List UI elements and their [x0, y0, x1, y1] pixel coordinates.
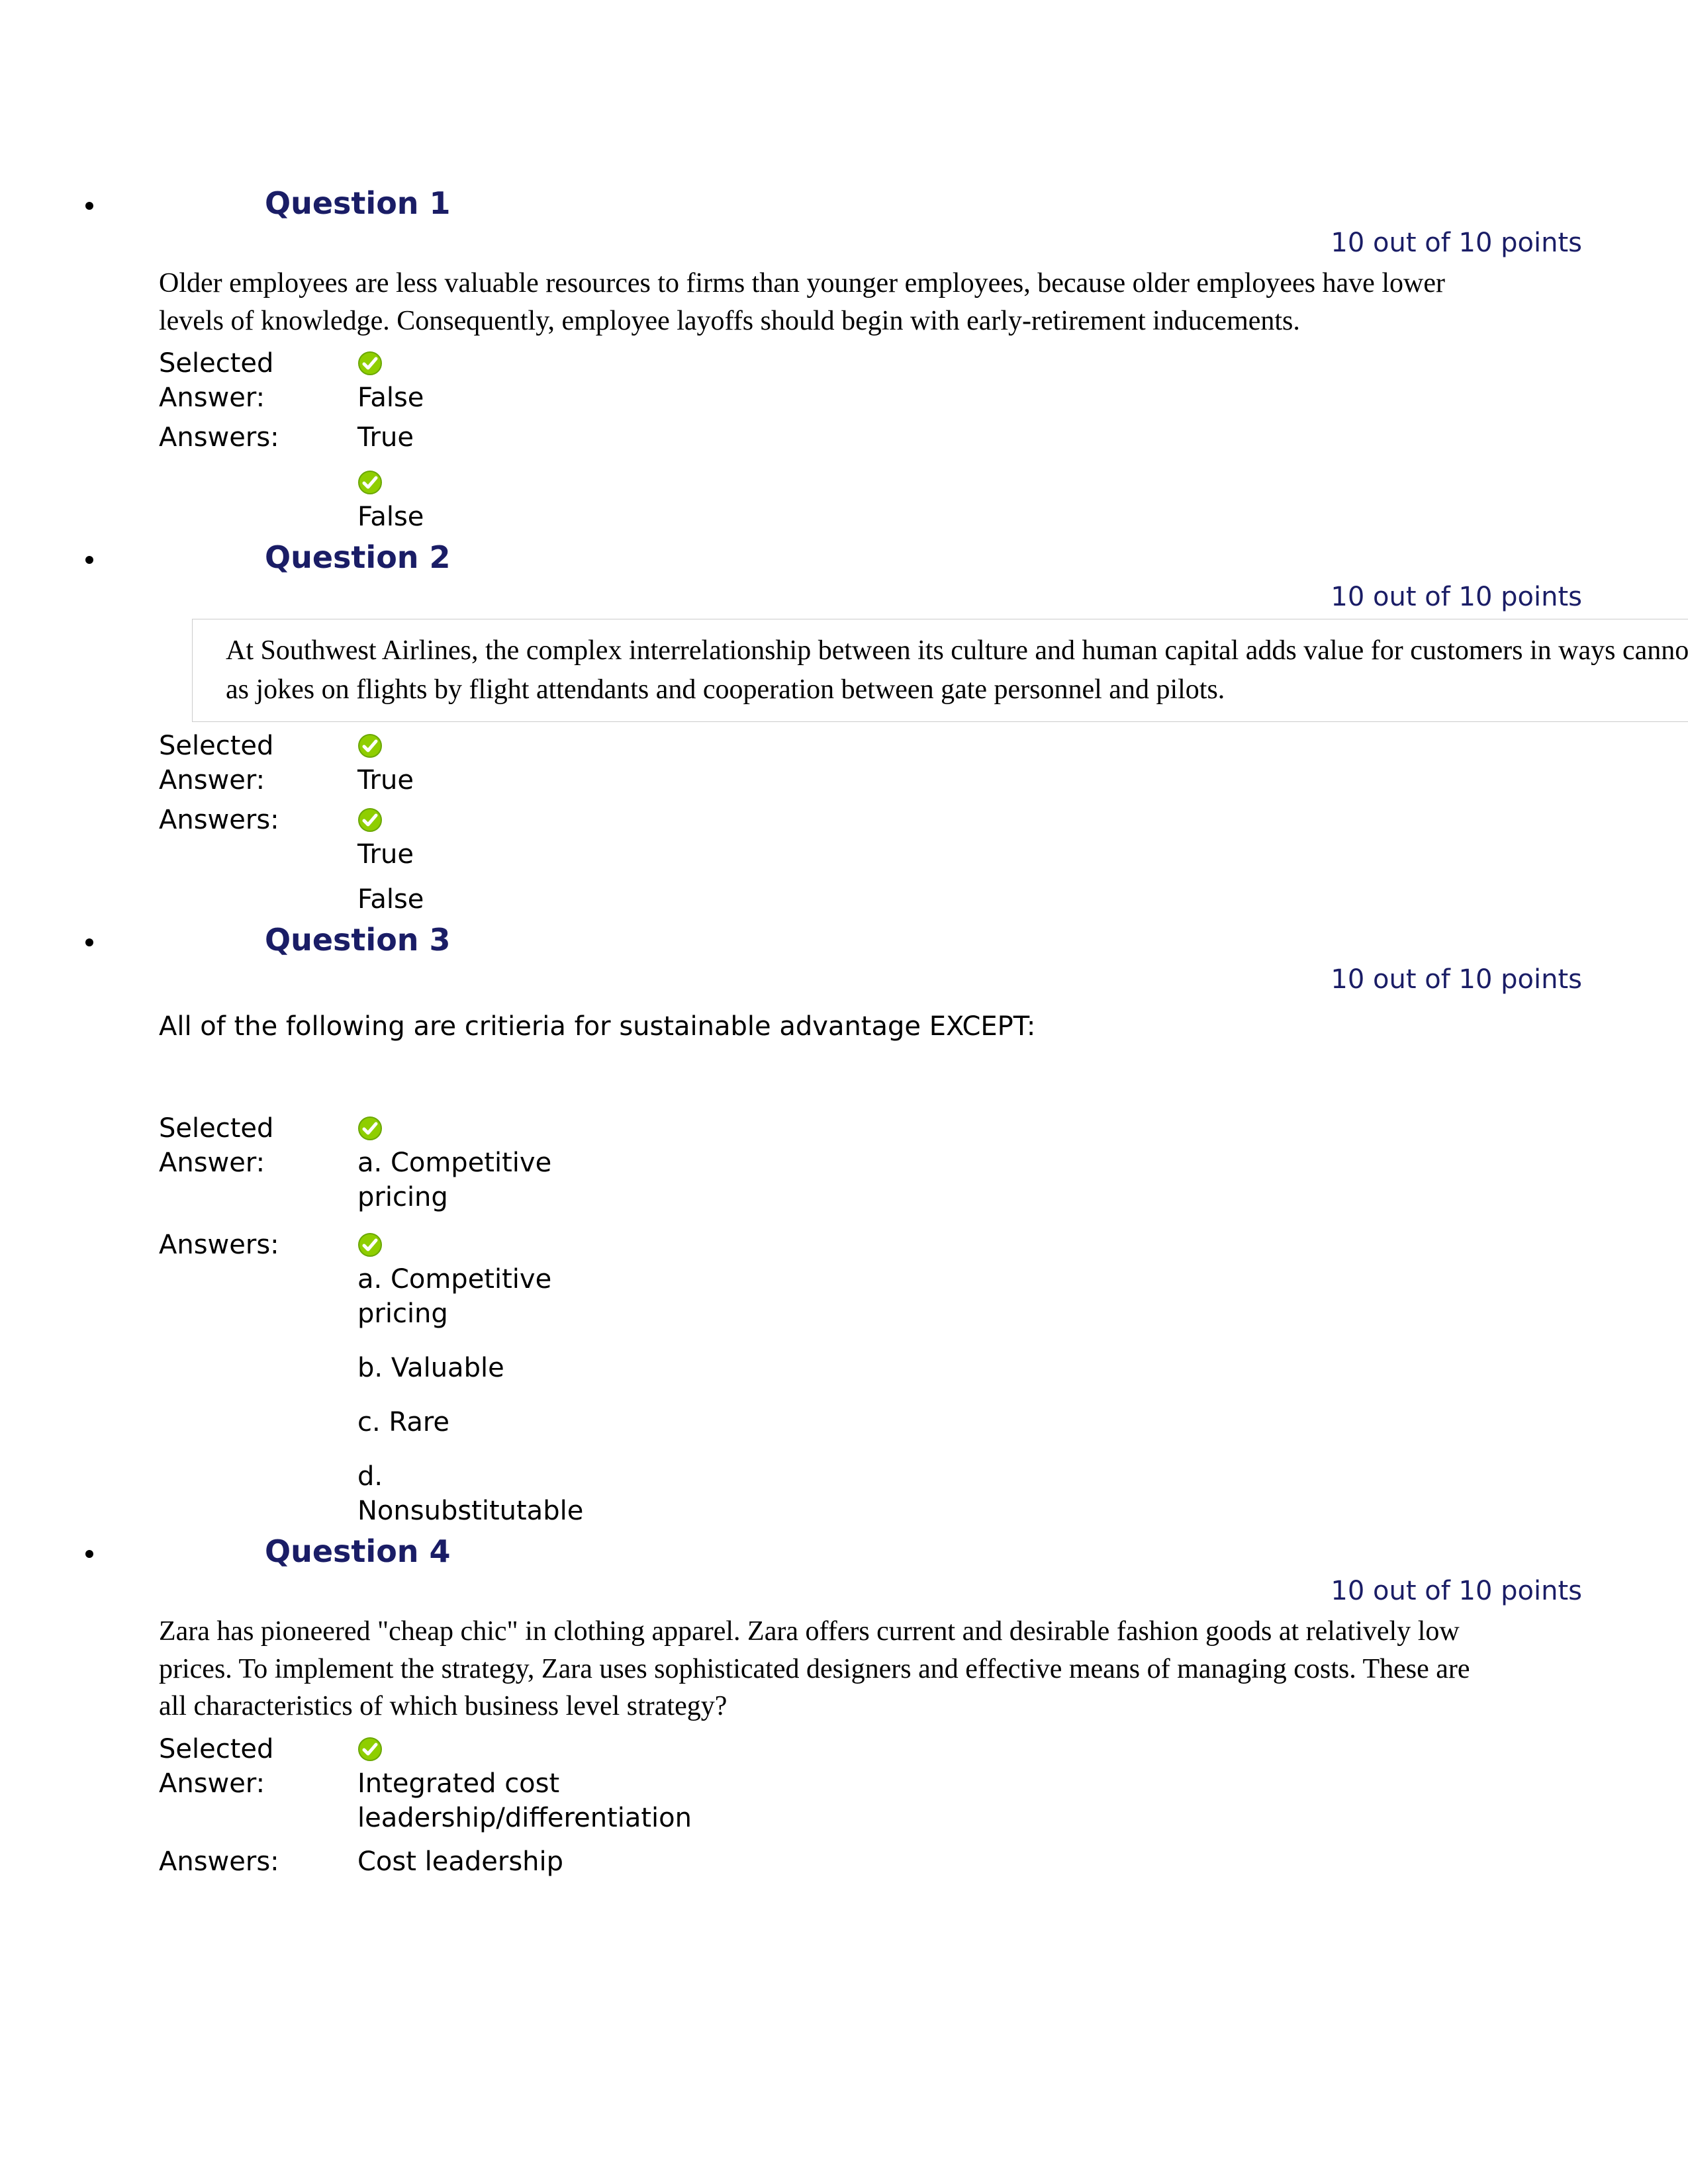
answer-options: True False	[357, 803, 430, 917]
spacer	[106, 1065, 1622, 1111]
answer-options: True False	[357, 420, 430, 534]
answer-block: Selected Answer: False Answers: True Fal…	[159, 346, 1622, 534]
selected-answer-value: Integrated cost leadership/differentiati…	[357, 1732, 715, 1835]
answer-option: False	[357, 882, 430, 917]
answer-option: d. Nonsubstitutable	[357, 1459, 569, 1528]
check-icon	[357, 1737, 383, 1762]
answers-label: Answers:	[159, 420, 357, 455]
selected-answer-label: Selected Answer:	[159, 1111, 357, 1180]
selected-answer-value: False	[357, 346, 430, 415]
selected-answer-label: Selected Answer:	[159, 729, 357, 797]
answer-option: True	[357, 420, 430, 455]
question-stem: Older employees are less valuable resour…	[159, 265, 1489, 340]
answer-text: True	[357, 765, 414, 796]
question-item: Question 1 10 out of 10 points Older emp…	[106, 185, 1622, 534]
answers-label: Answers:	[159, 1844, 357, 1879]
answer-text: a. Competitive pricing	[357, 1146, 569, 1214]
answers-label: Answers:	[159, 803, 357, 837]
question-item: Question 4 10 out of 10 points Zara has …	[106, 1533, 1622, 1879]
answer-option: a. Competitive pricing	[357, 1228, 569, 1331]
check-icon	[357, 1116, 383, 1141]
check-icon	[357, 470, 383, 495]
answer-text: False	[357, 383, 424, 413]
answer-block: Selected Answer: Integrated cost leaders…	[159, 1732, 1622, 1879]
answer-option: Cost leadership	[357, 1844, 715, 1879]
question-title: Question 1	[265, 185, 1622, 221]
answer-text: True	[357, 422, 414, 453]
points-label: 10 out of 10 points	[106, 582, 1622, 612]
question-stem: All of the following are critieria for s…	[159, 1008, 1489, 1045]
check-icon	[357, 1232, 383, 1257]
selected-answer-value: True	[357, 729, 430, 797]
answer-text: c. Rare	[357, 1407, 449, 1437]
question-title: Question 3	[265, 922, 1622, 958]
answer-text: Cost leadership	[357, 1846, 563, 1877]
answer-text: False	[357, 502, 424, 532]
question-stem: At Southwest Airlines, the complex inter…	[192, 619, 1688, 722]
answer-option: c. Rare	[357, 1405, 569, 1439]
question-stem: Zara has pioneered "cheap chic" in cloth…	[159, 1613, 1489, 1725]
selected-answer-label: Selected Answer:	[159, 1732, 357, 1801]
question-item: Question 3 10 out of 10 points All of th…	[106, 922, 1622, 1528]
answer-text: d. Nonsubstitutable	[357, 1461, 583, 1526]
question-title: Question 2	[265, 539, 1622, 575]
answer-text: False	[357, 884, 424, 915]
points-label: 10 out of 10 points	[106, 228, 1622, 258]
answer-block: Selected Answer: True Answers: True Fals…	[159, 729, 1622, 917]
check-icon	[357, 351, 383, 376]
answer-text: b. Valuable	[357, 1353, 504, 1383]
answer-option: b. Valuable	[357, 1351, 569, 1385]
selected-answer-label: Selected Answer:	[159, 346, 357, 415]
points-label: 10 out of 10 points	[106, 964, 1622, 995]
answers-label: Answers:	[159, 1228, 357, 1262]
answer-block: Selected Answer: a. Competitive pricing …	[159, 1111, 1622, 1528]
answer-text: Integrated cost leadership/differentiati…	[357, 1766, 715, 1835]
question-item: Question 2 10 out of 10 points At Southw…	[106, 539, 1622, 917]
answer-text: True	[357, 839, 414, 870]
answer-options: Cost leadership	[357, 1844, 715, 1879]
answer-option: True	[357, 803, 430, 872]
selected-answer-value: a. Competitive pricing	[357, 1111, 569, 1214]
answer-option: False	[357, 465, 430, 534]
check-icon	[357, 807, 383, 833]
question-title: Question 4	[265, 1533, 1622, 1569]
answer-options: a. Competitive pricing b. Valuable c. Ra…	[357, 1228, 569, 1528]
question-list: Question 1 10 out of 10 points Older emp…	[66, 185, 1622, 1879]
points-label: 10 out of 10 points	[106, 1576, 1622, 1606]
check-icon	[357, 733, 383, 758]
answer-text: a. Competitive pricing	[357, 1262, 569, 1331]
